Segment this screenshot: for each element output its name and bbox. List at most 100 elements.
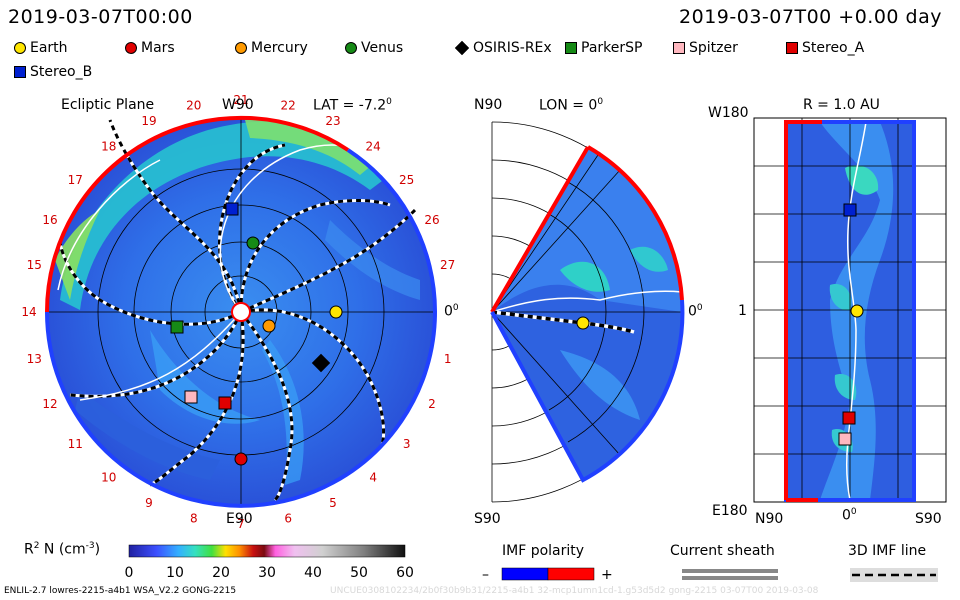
legend-label: Spitzer (689, 40, 738, 56)
rim-number: 23 (325, 114, 340, 128)
meridional-lon-label: LON = 00 (539, 97, 604, 114)
spitzer-marker (184, 390, 198, 404)
imf-polarity-title: IMF polarity (502, 543, 585, 559)
rim-number: 8 (190, 512, 198, 526)
rim-number: 17 (68, 173, 83, 187)
ecliptic-top-label: W90 (222, 97, 254, 113)
imf-line-title: 3D IMF line (848, 543, 927, 559)
rim-number: 15 (27, 258, 42, 272)
rim-number: 25 (399, 173, 414, 187)
legend-symbol-icon (673, 42, 685, 54)
colorbar-tick-label: 20 (212, 565, 230, 581)
legend-symbol-icon (235, 42, 247, 54)
legend-symbol-icon (14, 42, 26, 54)
meridional-panel (490, 121, 685, 503)
rim-number: 4 (369, 471, 377, 485)
ecliptic-lat-label: LAT = -7.20 (313, 97, 392, 114)
left-timestamp: 2019-03-07T00:00 (8, 6, 193, 28)
legend-item: Stereo_B (14, 64, 92, 80)
map-x-right-label: S90 (915, 511, 942, 527)
legend-label: ParkerSP (581, 40, 643, 56)
rim-number: 14 (21, 305, 36, 319)
legend-label: Venus (361, 40, 404, 56)
legend-label: Stereo_A (802, 40, 865, 56)
legend-symbol-icon (125, 42, 137, 54)
earth-marker-map (850, 304, 864, 318)
colorbar-tick-label: 10 (166, 565, 184, 581)
map-x-left-label: N90 (755, 511, 784, 527)
legend-label: Stereo_B (30, 64, 93, 80)
colorbar-tick-label: 50 (350, 565, 368, 581)
right-timestamp: 2019-03-07T00 +0.00 day (679, 6, 942, 28)
map-bottom-left-label: E180 (712, 503, 748, 519)
rim-number: 21 (233, 93, 248, 107)
legend-symbol-icon (565, 42, 577, 54)
rim-number: 9 (145, 496, 153, 510)
legend-item: Spitzer (673, 40, 738, 56)
rim-number: 18 (101, 139, 116, 153)
map-title: R = 1.0 AU (803, 97, 880, 113)
meridional-bottom-label: S90 (474, 511, 501, 527)
rim-number: 22 (281, 98, 296, 112)
stereo-a-marker (218, 396, 232, 410)
rim-number: 16 (42, 213, 57, 227)
colorbar-tick-label: 0 (125, 565, 134, 581)
earth-marker (329, 305, 343, 319)
imf-plus-label: + (601, 567, 613, 583)
ecliptic-bottom-label: E90 (226, 511, 253, 527)
rim-number: 27 (440, 258, 455, 272)
colorbar (128, 544, 406, 558)
venus-marker (246, 236, 260, 250)
legend-label: OSIRIS-REx (473, 40, 552, 56)
current-sheath-title: Current sheath (670, 543, 775, 559)
ecliptic-title: Ecliptic Plane (61, 97, 155, 113)
colorbar-ticks: 0 10 20 30 40 50 60 (125, 565, 414, 581)
legend-label: Earth (30, 40, 68, 56)
stereo-a-marker-map (842, 411, 856, 425)
legend-item: Mercury (235, 40, 308, 56)
legend-symbol-icon (345, 42, 357, 54)
mercury-marker (262, 319, 276, 333)
imf-negative-swatch (501, 567, 549, 581)
legend-item: Stereo_A (786, 40, 864, 56)
rim-number: 13 (27, 352, 42, 366)
spitzer-marker-map (838, 432, 852, 446)
osiris-rex-marker (311, 353, 331, 373)
ecliptic-right-label: 00 (444, 303, 459, 320)
colorbar-tick-label: 30 (258, 565, 276, 581)
rim-number: 24 (366, 139, 381, 153)
imf-positive-swatch (547, 567, 595, 581)
earth-marker-meridional (576, 316, 590, 330)
map-mid-label: 1 (738, 303, 747, 319)
rim-number: 1 (444, 352, 452, 366)
colorbar-label: R2 N (cm-3) (24, 541, 101, 558)
meridional-top-label: N90 (474, 97, 503, 113)
legend-item: OSIRIS-REx (454, 40, 552, 56)
rim-number: 20 (186, 98, 201, 112)
colorbar-tick-label: 60 (396, 565, 414, 581)
stereo-b-marker (225, 202, 239, 216)
legend-item: Earth (14, 40, 68, 56)
radial-map-panel (753, 117, 947, 503)
rim-number: 6 (284, 512, 292, 526)
legend-label: Mercury (251, 40, 308, 56)
rim-number: 26 (424, 213, 439, 227)
parker-marker (170, 320, 184, 334)
rim-number: 2 (428, 397, 436, 411)
legend-symbol-icon (14, 66, 26, 78)
footer-right: UNCUE0308102234/2b0f30b9b31/2215-a4b1 32… (330, 586, 819, 596)
rim-number: 19 (141, 114, 156, 128)
legend-symbol-icon (786, 42, 798, 54)
mars-marker (234, 452, 248, 466)
footer-left: ENLIL-2.7 lowres-2215-a4b1 WSA_V2.2 GONG… (4, 586, 237, 596)
map-top-label: W180 (708, 105, 749, 121)
rim-number: 11 (68, 437, 83, 451)
ecliptic-markers (170, 202, 343, 466)
colorbar-tick-label: 40 (304, 565, 322, 581)
rim-number: 3 (403, 437, 411, 451)
legend-item: ParkerSP (565, 40, 642, 56)
rim-number: 7 (237, 517, 245, 531)
